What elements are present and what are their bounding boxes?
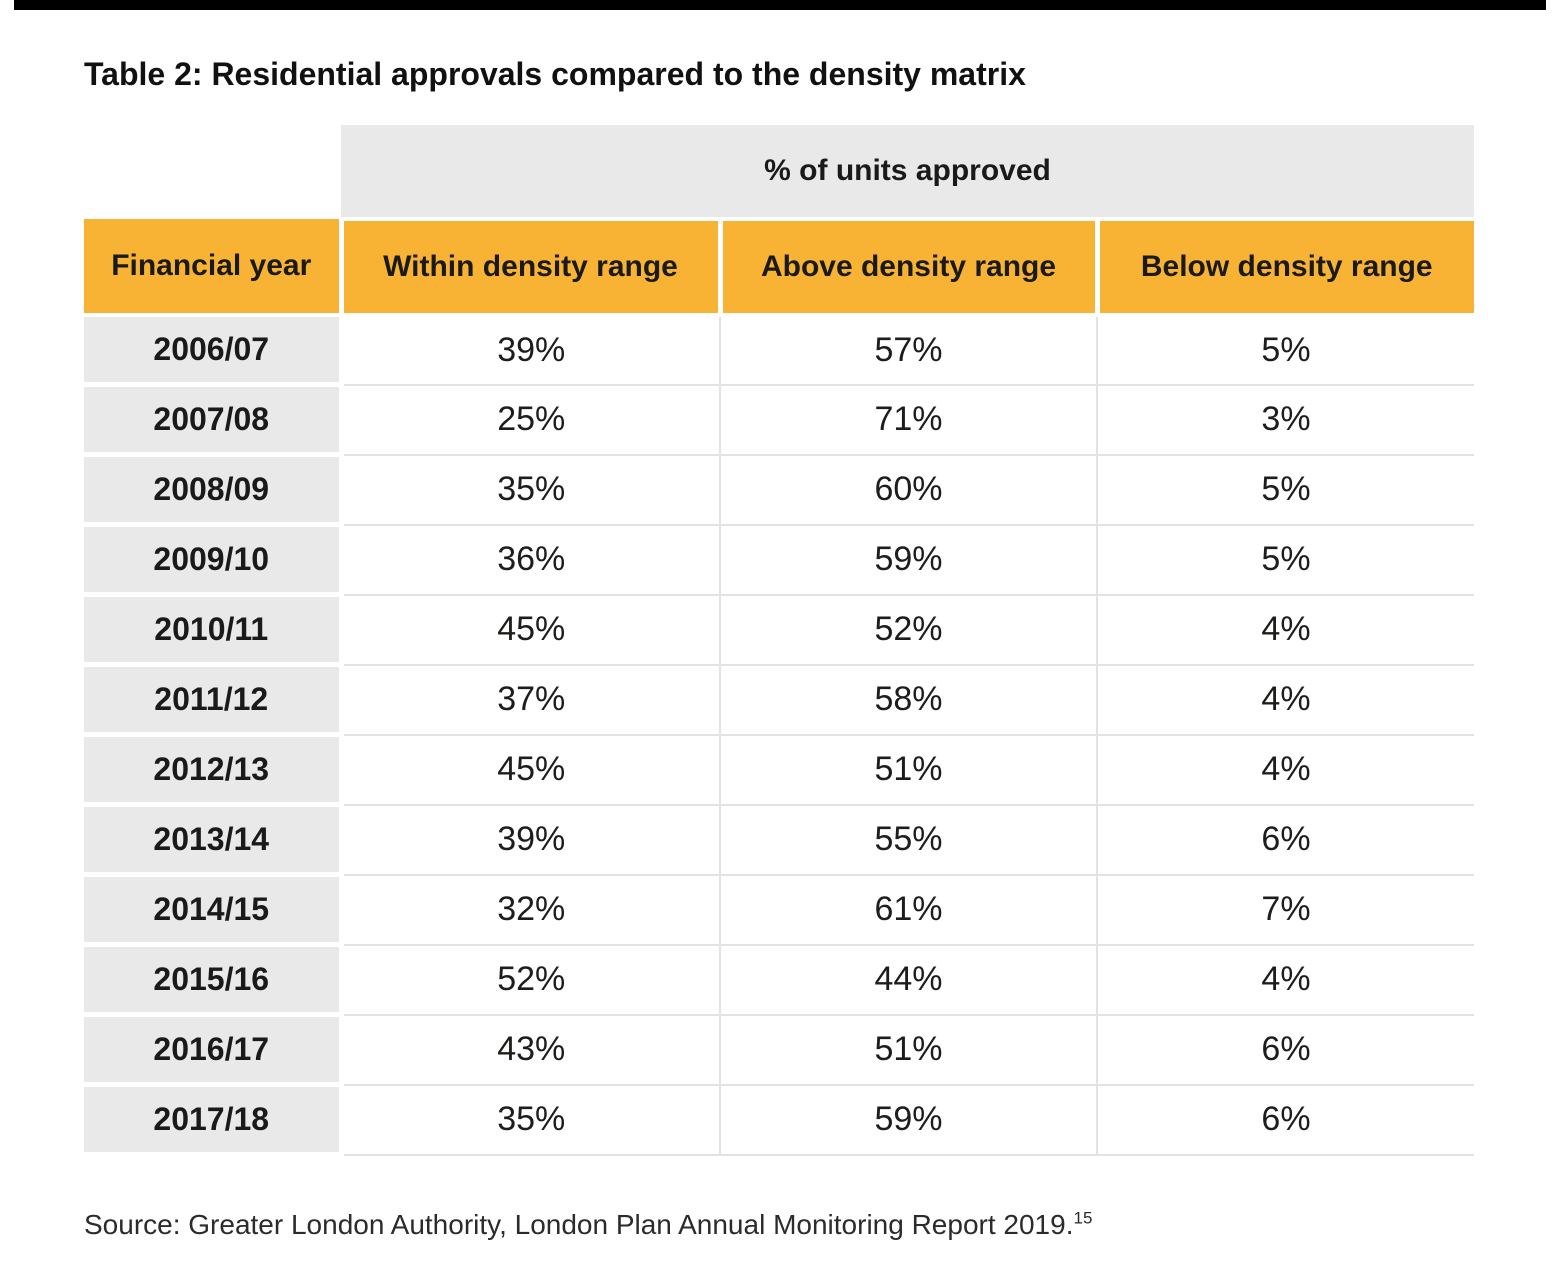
- column-header-below-density-range: Below density range: [1094, 218, 1474, 317]
- above-cell: 55%: [719, 804, 1097, 876]
- within-cell: 25%: [341, 384, 720, 456]
- year-cell: 2013/14: [84, 804, 344, 878]
- year-cell: 2016/17: [84, 1014, 344, 1088]
- footnote-marker: 15: [1073, 1208, 1093, 1228]
- above-cell: 61%: [719, 874, 1097, 946]
- year-cell: 2007/08: [84, 384, 344, 458]
- column-header-above-density-range: Above density range: [717, 218, 1097, 317]
- above-cell: 57%: [719, 314, 1097, 386]
- within-cell: 35%: [341, 1084, 720, 1156]
- year-cell: 2014/15: [84, 874, 344, 948]
- group-header: % of units approved: [341, 124, 1474, 221]
- above-cell: 59%: [719, 1084, 1097, 1156]
- density-table: % of units approved Financial year Withi…: [84, 124, 1474, 1158]
- within-cell: 45%: [341, 734, 720, 806]
- year-cell: 2010/11: [84, 594, 344, 668]
- year-cell: 2012/13: [84, 734, 344, 808]
- below-cell: 5%: [1096, 314, 1474, 386]
- table-title: Table 2: Residential approvals compared …: [84, 56, 1026, 92]
- top-rule: [14, 0, 1546, 10]
- year-cell: 2017/18: [84, 1084, 344, 1158]
- table-row: 2016/17 43% 51% 6%: [84, 1014, 1474, 1088]
- within-cell: 45%: [341, 594, 720, 666]
- corner-blank-cell: [84, 124, 341, 219]
- below-cell: 4%: [1096, 944, 1474, 1016]
- table-row: 2013/14 39% 55% 6%: [84, 804, 1474, 878]
- table-row: 2010/11 45% 52% 4%: [84, 594, 1474, 668]
- group-header-row: % of units approved: [84, 124, 1474, 221]
- above-cell: 51%: [719, 1014, 1097, 1086]
- within-cell: 52%: [341, 944, 720, 1016]
- table-row: 2017/18 35% 59% 6%: [84, 1084, 1474, 1158]
- within-cell: 43%: [341, 1014, 720, 1086]
- table-row: 2008/09 35% 60% 5%: [84, 454, 1474, 528]
- above-cell: 60%: [719, 454, 1097, 526]
- source-text: Source: Greater London Authority, London…: [84, 1209, 1074, 1241]
- below-cell: 3%: [1096, 384, 1474, 456]
- year-cell: 2015/16: [84, 944, 344, 1018]
- table-row: 2012/13 45% 51% 4%: [84, 734, 1474, 808]
- within-cell: 39%: [341, 804, 720, 876]
- within-cell: 37%: [341, 664, 720, 736]
- table-row: 2011/12 37% 58% 4%: [84, 664, 1474, 738]
- below-cell: 6%: [1096, 804, 1474, 876]
- source-note: Source: Greater London Authority, London…: [84, 1209, 1558, 1241]
- table-row: 2006/07 39% 57% 5%: [84, 314, 1474, 388]
- year-cell: 2009/10: [84, 524, 344, 598]
- above-cell: 44%: [719, 944, 1097, 1016]
- within-cell: 35%: [341, 454, 720, 526]
- below-cell: 5%: [1096, 524, 1474, 596]
- within-cell: 39%: [341, 314, 720, 386]
- within-cell: 32%: [341, 874, 720, 946]
- year-cell: 2008/09: [84, 454, 344, 528]
- below-cell: 5%: [1096, 454, 1474, 526]
- table-row: 2014/15 32% 61% 7%: [84, 874, 1474, 948]
- table-row: 2007/08 25% 71% 3%: [84, 384, 1474, 458]
- column-header-within-density-range: Within density range: [338, 218, 720, 317]
- within-cell: 36%: [341, 524, 720, 596]
- below-cell: 6%: [1096, 1014, 1474, 1086]
- above-cell: 51%: [719, 734, 1097, 806]
- column-header-financial-year: Financial year: [84, 218, 341, 317]
- column-header-row: Financial year Within density range Abov…: [84, 218, 1474, 317]
- above-cell: 59%: [719, 524, 1097, 596]
- above-cell: 71%: [719, 384, 1097, 456]
- table-row: 2015/16 52% 44% 4%: [84, 944, 1474, 1018]
- below-cell: 4%: [1096, 594, 1474, 666]
- below-cell: 4%: [1096, 664, 1474, 736]
- year-cell: 2006/07: [84, 314, 344, 388]
- year-cell: 2011/12: [84, 664, 344, 738]
- table-row: 2009/10 36% 59% 5%: [84, 524, 1474, 598]
- below-cell: 7%: [1096, 874, 1474, 946]
- above-cell: 58%: [719, 664, 1097, 736]
- below-cell: 6%: [1096, 1084, 1474, 1156]
- above-cell: 52%: [719, 594, 1097, 666]
- below-cell: 4%: [1096, 734, 1474, 806]
